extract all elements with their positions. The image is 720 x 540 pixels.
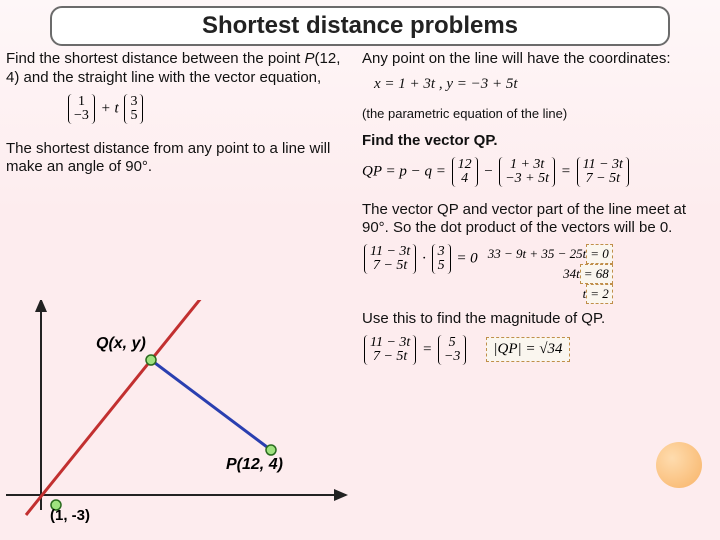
- step2-box: = 68: [580, 264, 613, 284]
- label-q: Q(x, y): [96, 335, 146, 353]
- dot-op: ·: [422, 250, 430, 266]
- point-p: [266, 445, 276, 455]
- problem-statement: Find the shortest distance between the p…: [6, 50, 356, 88]
- label-origin: (1, -3): [50, 507, 90, 524]
- ninety-degree-note: The shortest distance from any point to …: [6, 140, 356, 178]
- qp-lhs: QP = p − q =: [362, 163, 450, 179]
- label-p: P(12, 4): [226, 456, 283, 474]
- parametric-caption: (the parametric equation of the line): [362, 106, 714, 122]
- slide-title: Shortest distance problems: [62, 12, 658, 40]
- magnitude-subst: 11 − 3t7 − 5t = 5−3: [362, 335, 468, 365]
- decorative-circle: [656, 442, 702, 488]
- intro-text-2: and the straight line with the vector eq…: [19, 69, 321, 86]
- red-line: [26, 300, 256, 515]
- vec-direction: 35: [124, 94, 143, 124]
- mag-v1: 11 − 3t7 − 5t: [364, 335, 416, 365]
- perpendicular-qp: [151, 360, 271, 450]
- algebra-steps: 33 − 9t + 35 − 25t = 0 34t = 68 t = 2: [488, 244, 613, 304]
- mag-v2: 5−3: [438, 335, 466, 365]
- dot-product-eq: 11 − 3t7 − 5t · 35 = 0: [362, 244, 478, 274]
- equals-2: =: [422, 341, 436, 357]
- minus: −: [483, 163, 497, 179]
- intro-text-1: Find the shortest distance between the p…: [6, 50, 305, 67]
- vec-p: 124: [452, 157, 478, 187]
- plus-t: + t: [101, 100, 123, 116]
- dot-product-text: The vector QP and vector part of the lin…: [362, 201, 714, 239]
- parametric-equation: x = 1 + 3t , y = −3 + 5t: [362, 75, 518, 94]
- magnitude-result: |QP| = √34: [486, 337, 569, 362]
- dot-product-work: 11 − 3t7 − 5t · 35 = 0 33 − 9t + 35 − 25…: [362, 244, 714, 304]
- vec-q: 1 + 3t−3 + 5t: [499, 157, 555, 187]
- equals-1: =: [561, 163, 575, 179]
- slide: Shortest distance problems Find the shor…: [0, 0, 720, 540]
- step3-box: = 2: [586, 284, 613, 304]
- point-p-label: P: [305, 50, 315, 67]
- geometry-diagram: Q(x, y) P(12, 4) (1, -3): [6, 300, 356, 530]
- vec-qp: 11 − 3t7 − 5t: [577, 157, 629, 187]
- magnitude-text: Use this to find the magnitude of QP.: [362, 310, 714, 329]
- magnitude-row: 11 − 3t7 − 5t = 5−3 |QP| = √34: [362, 335, 714, 365]
- dot-rhs: = 0: [456, 250, 477, 266]
- vector-equation: 1−3 + t 35: [6, 94, 145, 124]
- diagram-svg: [6, 300, 356, 530]
- left-column: Find the shortest distance between the p…: [6, 50, 356, 183]
- dot-v2: 35: [432, 244, 451, 274]
- vec-base: 1−3: [68, 94, 95, 124]
- step1-box: = 0: [586, 244, 613, 264]
- right-column: Any point on the line will have the coor…: [362, 50, 714, 365]
- point-q: [146, 355, 156, 365]
- dot-v1: 11 − 3t7 − 5t: [364, 244, 416, 274]
- qp-derivation: QP = p − q = 124 − 1 + 3t−3 + 5t = 11 − …: [362, 157, 631, 187]
- find-qp-heading: Find the vector QP.: [362, 132, 714, 151]
- title-box: Shortest distance problems: [50, 6, 670, 46]
- any-point-text: Any point on the line will have the coor…: [362, 50, 714, 69]
